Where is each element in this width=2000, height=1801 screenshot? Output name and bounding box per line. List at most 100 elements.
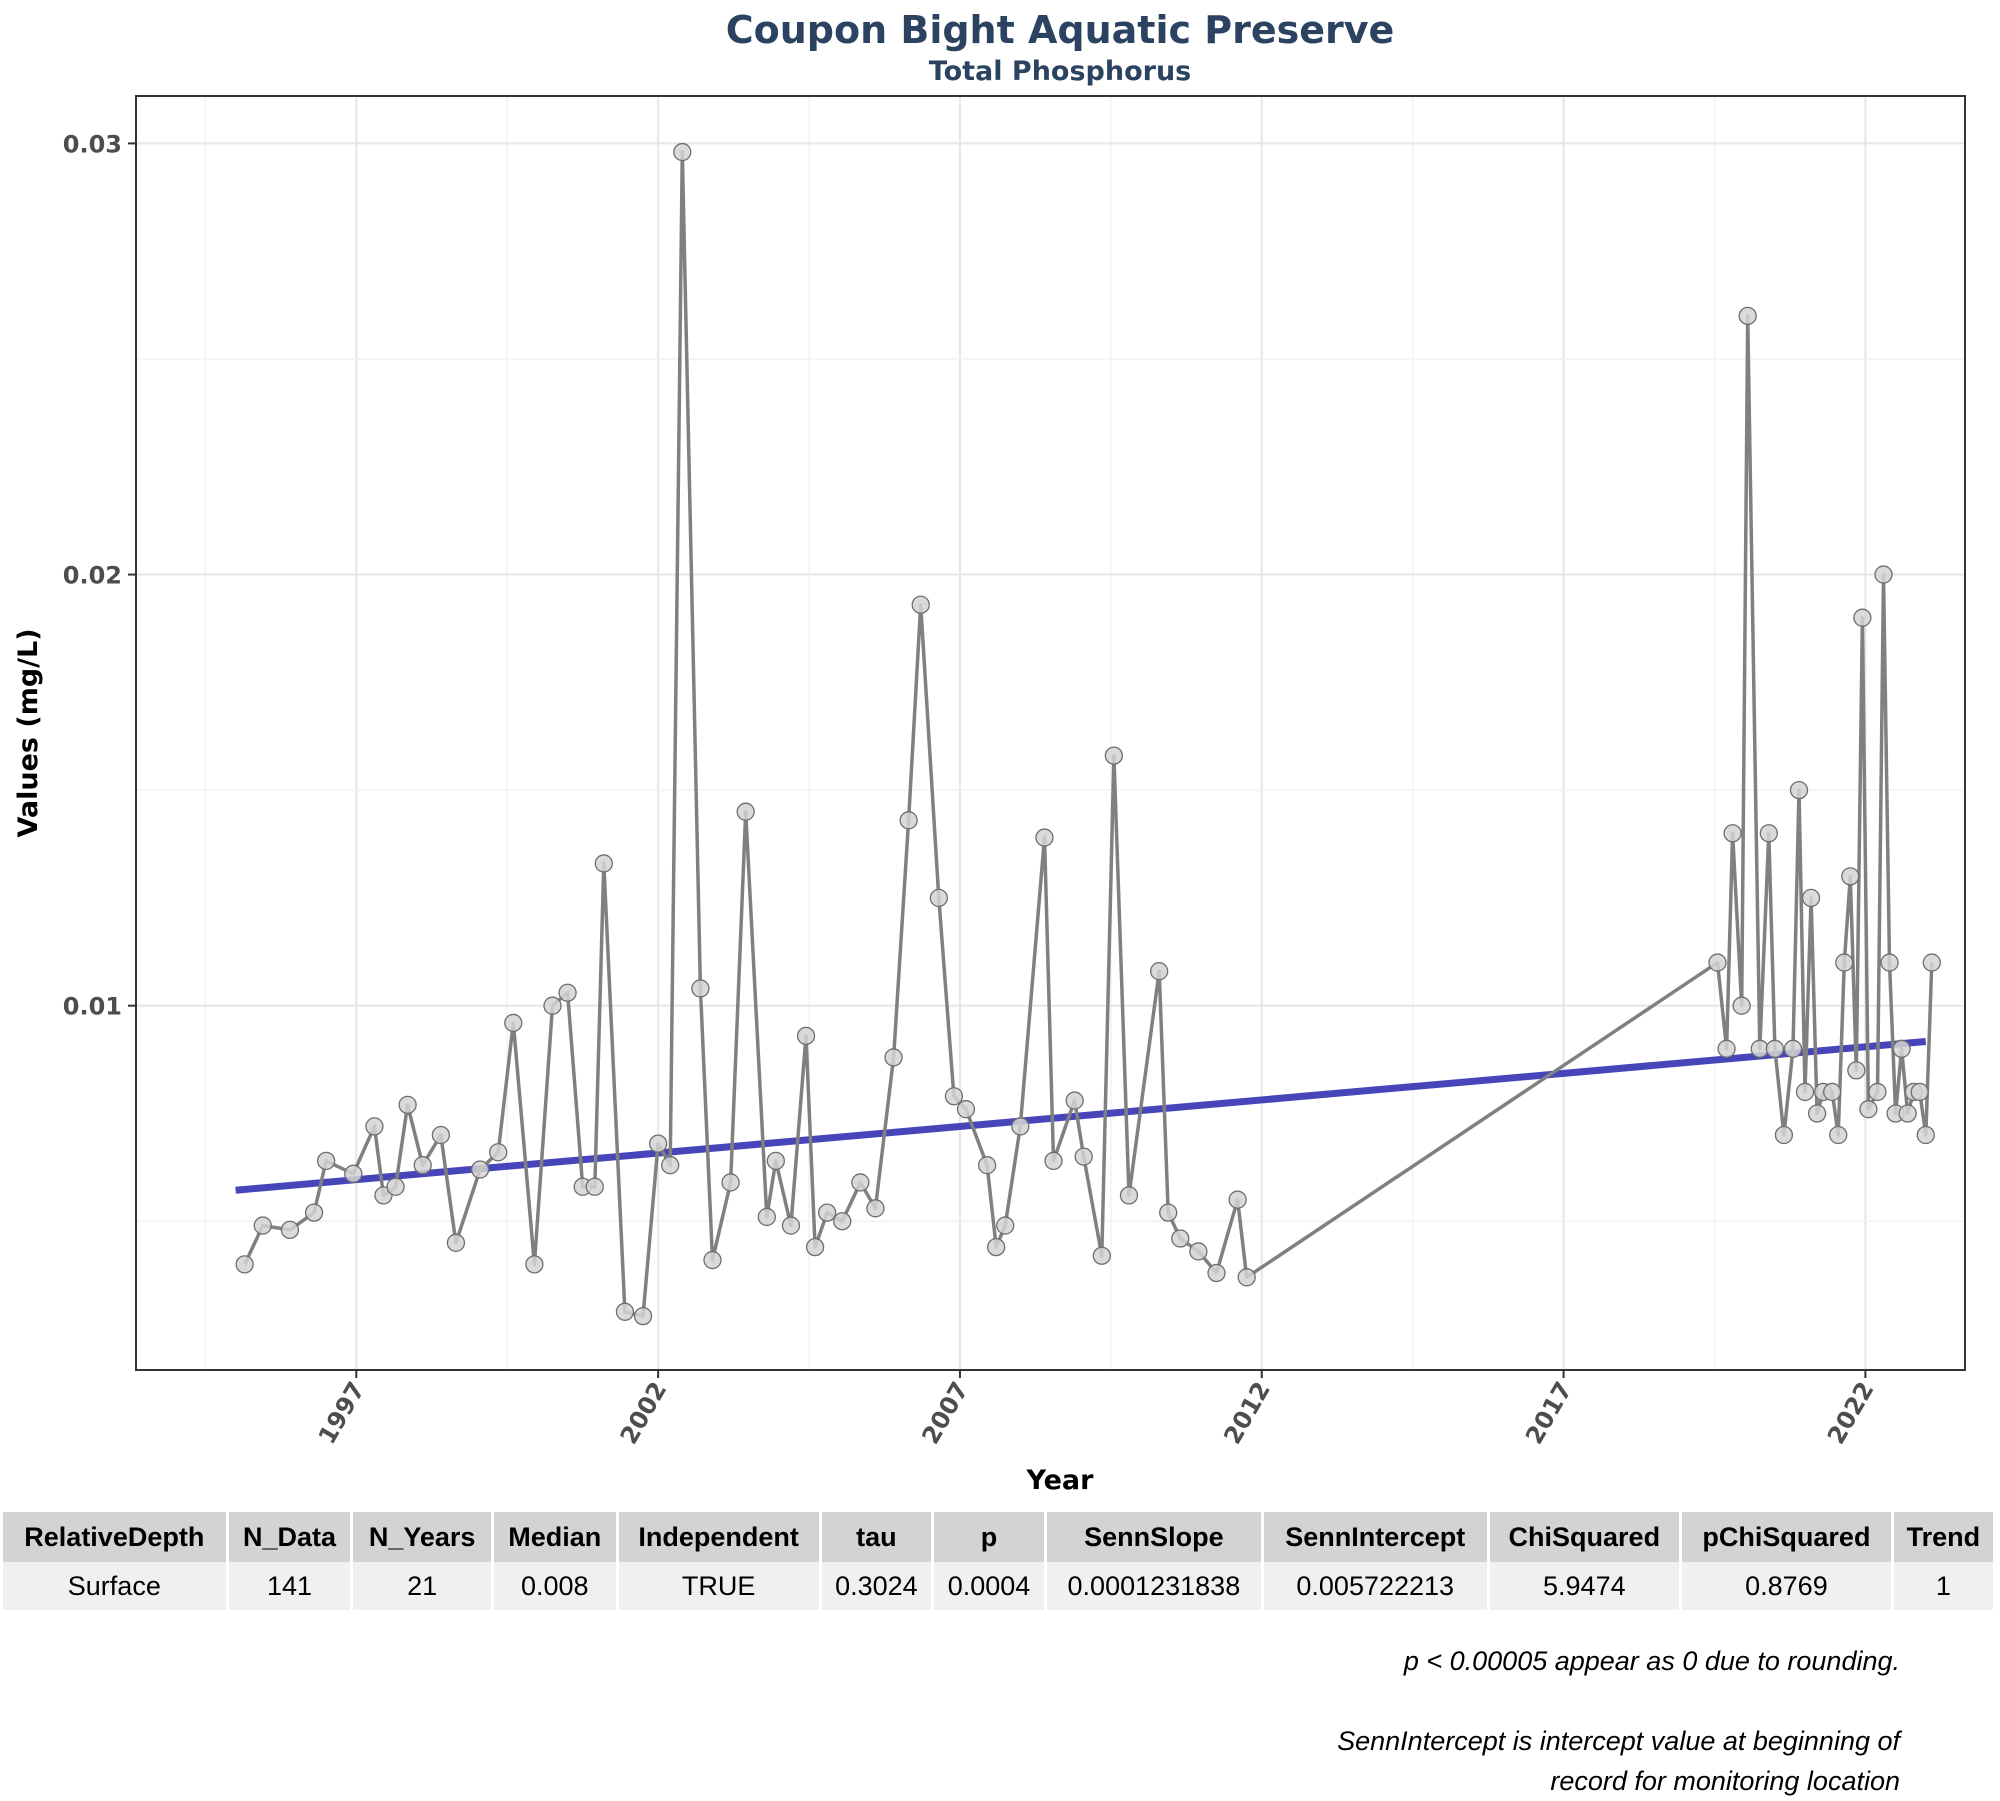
data-point xyxy=(987,1237,1006,1257)
data-point xyxy=(386,1177,405,1196)
table-cell: 0.008 xyxy=(493,1562,616,1610)
data-point xyxy=(796,1026,816,1046)
data-point xyxy=(1835,953,1854,972)
data-point xyxy=(280,1220,300,1240)
data-point xyxy=(1774,1125,1794,1145)
data-point xyxy=(1011,1117,1030,1136)
data-point xyxy=(721,1173,740,1192)
data-point xyxy=(899,811,918,830)
data-point xyxy=(703,1250,722,1270)
data-point xyxy=(1841,867,1860,886)
data-point xyxy=(648,1134,668,1153)
column-header: SennSlope xyxy=(1046,1512,1261,1562)
data-point xyxy=(316,1151,336,1171)
chart-title: Coupon Bight Aquatic Preserve xyxy=(726,8,1395,52)
trend-layer xyxy=(235,1037,1927,1194)
data-point xyxy=(304,1203,324,1222)
data-point xyxy=(1159,1203,1178,1222)
data-point xyxy=(489,1143,508,1162)
y-axis-title: Values (mg/L) xyxy=(13,628,44,837)
table-header-row: RelativeDepth N_Data N_Years Median Independ… xyxy=(3,1512,1993,1562)
data-point xyxy=(1898,1104,1917,1123)
data-point xyxy=(446,1233,466,1252)
time-series-chart: Coupon Bight Aquatic Preserve Total Phos… xyxy=(13,8,1966,1496)
x-tick-label: 1997 xyxy=(313,1377,371,1449)
column-header: N_Data xyxy=(228,1512,351,1562)
column-header: N_Years xyxy=(353,1512,491,1562)
data-point xyxy=(1916,1125,1935,1145)
x-tick-label: 2022 xyxy=(1822,1377,1880,1449)
x-tick-label: 2007 xyxy=(917,1377,975,1449)
table-cell: 0.0001231838 xyxy=(1046,1562,1261,1610)
x-axis: 1997 2002 2007 2012 2017 2022 xyxy=(313,1370,1880,1449)
data-point xyxy=(470,1160,490,1179)
data-point xyxy=(594,854,613,873)
data-point xyxy=(956,1100,976,1119)
table-cell: 5.9474 xyxy=(1489,1562,1680,1610)
data-point xyxy=(1807,1104,1827,1123)
data-point xyxy=(253,1216,272,1235)
column-header: Trend xyxy=(1893,1512,1993,1562)
data-point xyxy=(1880,953,1899,972)
y-tick-label: 0.02 xyxy=(63,562,122,590)
data-point xyxy=(781,1216,801,1235)
data-point xyxy=(1035,828,1054,847)
data-point xyxy=(1171,1229,1190,1248)
y-tick-label: 0.03 xyxy=(63,130,122,158)
grid-lines xyxy=(136,96,1965,1370)
data-point xyxy=(1092,1246,1111,1265)
table-cell: Surface xyxy=(3,1562,226,1610)
intercept-note-line-1: SennIntercept is intercept value at begi… xyxy=(1337,1726,1900,1756)
data-point xyxy=(1922,953,1941,972)
data-point xyxy=(1829,1125,1848,1145)
data-point xyxy=(757,1207,776,1227)
data-point xyxy=(1910,1082,1929,1102)
data-point xyxy=(344,1164,363,1183)
column-header: ChiSquared xyxy=(1489,1512,1680,1562)
x-tick-label: 2017 xyxy=(1520,1377,1578,1449)
data-point xyxy=(1074,1147,1093,1166)
data-point xyxy=(805,1237,825,1257)
table-cell: TRUE xyxy=(618,1562,819,1610)
data-point xyxy=(1765,1039,1785,1058)
data-point xyxy=(911,595,930,614)
column-header: tau xyxy=(821,1512,932,1562)
data-point xyxy=(1717,1039,1736,1058)
data-point xyxy=(818,1203,837,1222)
intercept-note-line-2: record for monitoring location xyxy=(1550,1766,1900,1796)
data-point xyxy=(235,1255,254,1274)
series-layer xyxy=(243,150,1934,1318)
data-point xyxy=(1189,1242,1208,1261)
data-point xyxy=(1237,1268,1256,1287)
rounding-note: p < 0.00005 appear as 0 due to rounding. xyxy=(1403,1646,1900,1676)
table-body: Surface 141 21 0.008 TRUE 0.3024 0.0004 0.00012… xyxy=(3,1562,1993,1610)
column-header: RelativeDepth xyxy=(3,1512,226,1562)
table-cell: 141 xyxy=(228,1562,351,1610)
x-tick-label: 2012 xyxy=(1218,1377,1276,1449)
data-point xyxy=(977,1156,997,1175)
data-point xyxy=(431,1125,450,1145)
data-point xyxy=(1708,953,1727,972)
column-header: SennIntercept xyxy=(1263,1512,1487,1562)
table-cell: 0.3024 xyxy=(821,1562,932,1610)
data-point xyxy=(1847,1061,1866,1080)
data-point xyxy=(833,1212,852,1231)
data-point xyxy=(504,1013,523,1033)
data-point xyxy=(1859,1100,1878,1119)
table-row: Surface 141 21 0.008 TRUE 0.3024 0.0004 0.00012… xyxy=(3,1562,1993,1610)
data-point xyxy=(1207,1263,1226,1283)
data-point xyxy=(633,1306,653,1326)
data-point xyxy=(543,996,562,1015)
data-point xyxy=(929,888,948,908)
y-tick-label: 0.01 xyxy=(63,993,122,1021)
data-point xyxy=(884,1048,903,1067)
x-tick-label: 2002 xyxy=(615,1377,673,1449)
series-line xyxy=(243,150,1934,1318)
data-point xyxy=(766,1151,785,1171)
column-header: Median xyxy=(493,1512,616,1562)
points-layer xyxy=(235,142,1941,1326)
table-cell: 0.8769 xyxy=(1682,1562,1891,1610)
data-point xyxy=(996,1216,1015,1235)
data-point xyxy=(661,1156,680,1175)
plot-panel-border xyxy=(135,95,1966,1371)
